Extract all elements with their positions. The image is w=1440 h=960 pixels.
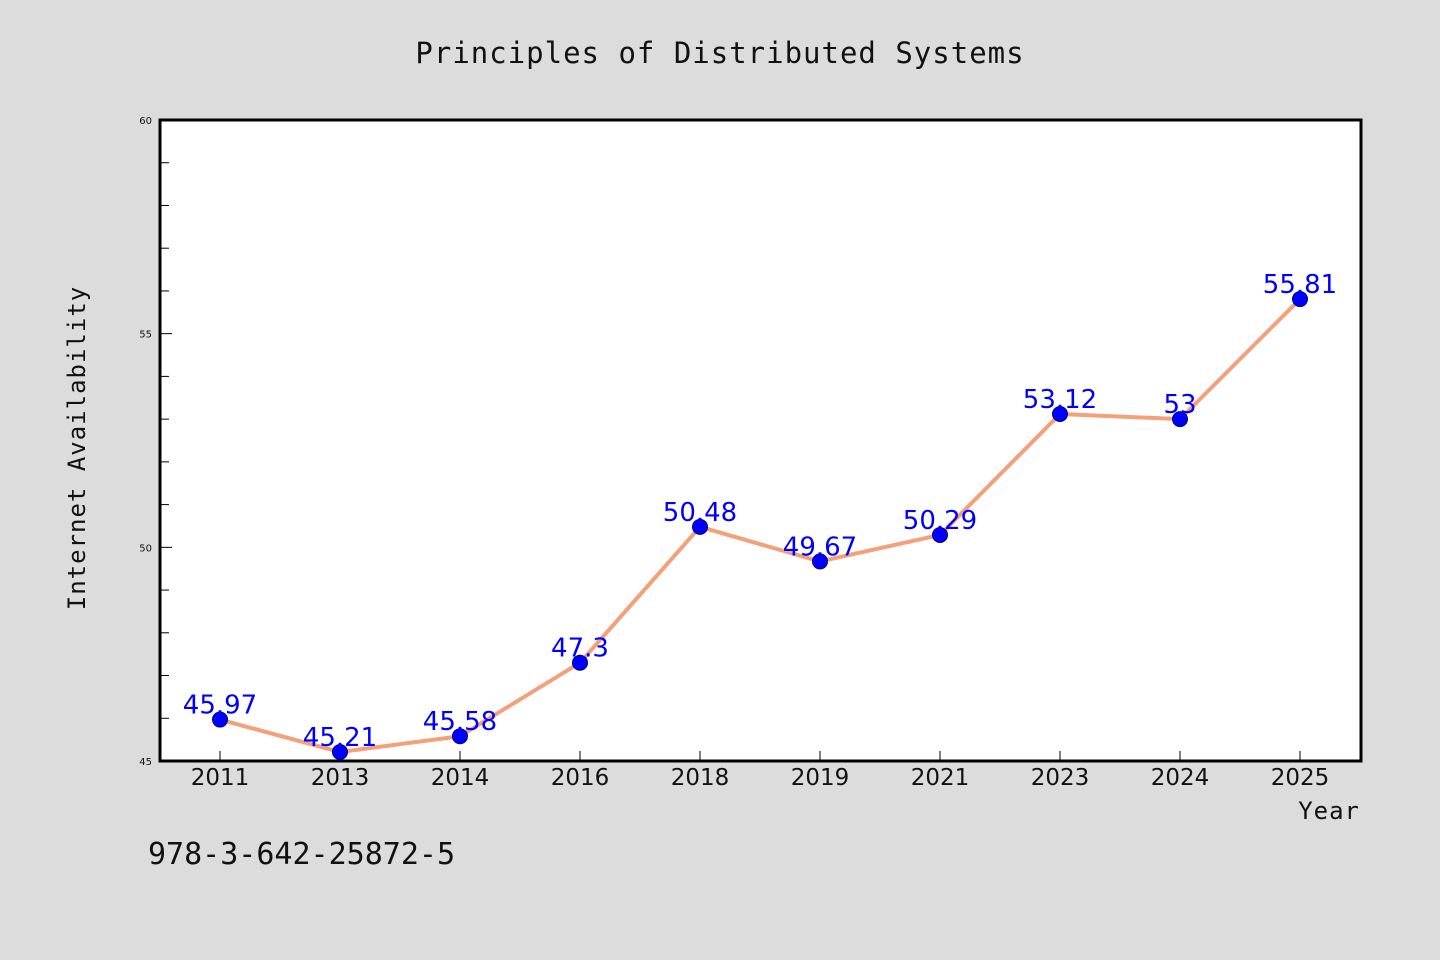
x-tick-label: 2019	[791, 765, 850, 791]
data-point	[1052, 406, 1068, 423]
data-point	[1292, 291, 1308, 308]
y-minor-ticks	[160, 162, 169, 719]
x-tick-label: 2025	[1271, 765, 1330, 791]
data-point	[332, 744, 348, 761]
x-tick-label: 2013	[311, 765, 370, 791]
data-label: 47.3	[551, 634, 609, 664]
y-tick-label: 55	[139, 330, 152, 341]
y-axis-label: Internet Availability	[63, 286, 91, 610]
data-label: 45.58	[423, 707, 497, 737]
x-tick-label: 2024	[1151, 765, 1210, 791]
data-label: 50.48	[663, 498, 737, 528]
data-label: 45.97	[183, 691, 257, 721]
chart-title: Principles of Distributed Systems	[415, 36, 1024, 70]
x-tick-label: 2018	[671, 765, 730, 791]
x-tick-label: 2014	[431, 765, 490, 791]
series-line-group	[219, 297, 1302, 755]
data-label: 55.81	[1263, 270, 1337, 300]
data-label: 53	[1163, 390, 1196, 420]
data-point	[452, 728, 468, 745]
x-tick-label: 2011	[191, 765, 250, 791]
data-markers	[212, 291, 1308, 761]
data-label: 50.29	[903, 506, 977, 536]
data-label: 49.67	[783, 532, 857, 562]
plot-area	[158, 118, 1363, 763]
y-tick-label: 60	[139, 116, 152, 127]
data-point	[572, 654, 588, 671]
x-tick-label: 2023	[1031, 765, 1090, 791]
data-point	[812, 553, 828, 570]
x-axis-ticks: 2011 2013 2014 2016 2018 2019 2021 2023 2024 2025	[191, 751, 1330, 791]
data-label: 53.12	[1023, 385, 1097, 415]
data-point	[212, 711, 228, 728]
series-line	[219, 297, 1302, 755]
isbn-text: 978-3-642-25872-5	[148, 837, 455, 872]
x-tick-label: 2021	[911, 765, 970, 791]
data-label: 45.21	[303, 723, 377, 753]
y-tick-label: 45	[139, 757, 152, 768]
y-axis-ticks: 45 50 55 60	[139, 116, 172, 768]
y-tick-label: 50	[139, 543, 152, 554]
data-labels: 45.97 45.21 45.58 47.3 50.48 49.67 50.29 53.12 5…	[183, 270, 1337, 753]
data-point	[932, 526, 948, 543]
x-tick-label: 2016	[551, 765, 610, 791]
data-point	[692, 518, 708, 535]
x-axis-label: Year	[1298, 797, 1360, 825]
data-point	[1172, 411, 1188, 428]
